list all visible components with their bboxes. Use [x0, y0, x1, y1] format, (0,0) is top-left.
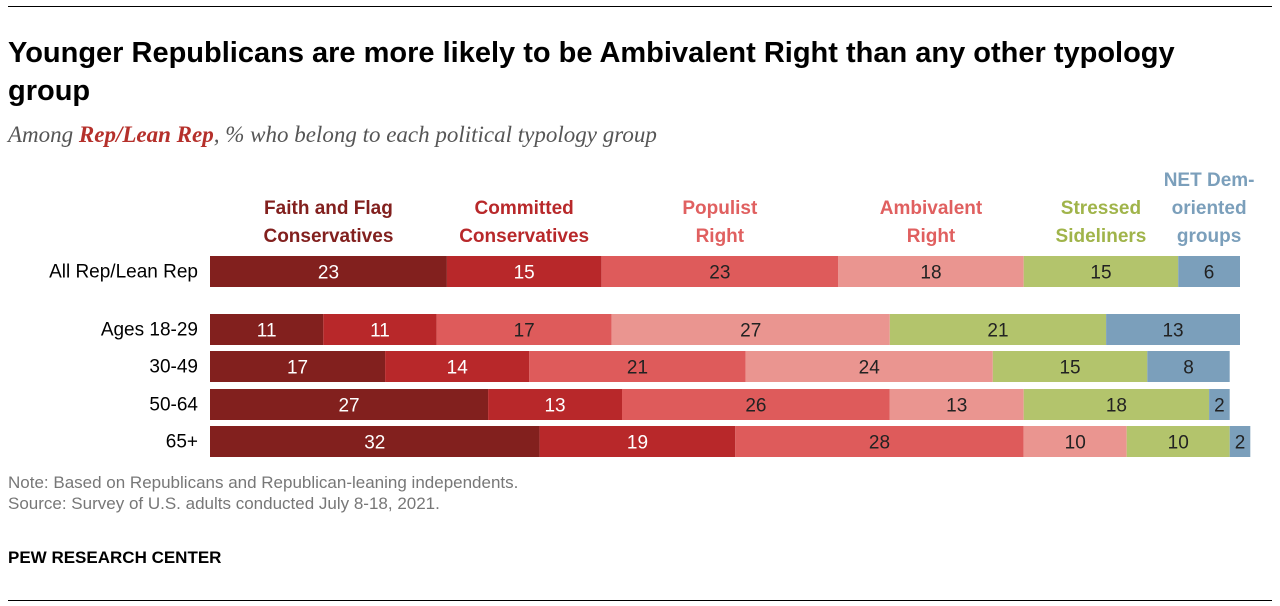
bar-value-label: 15 [1059, 358, 1080, 379]
bar-segment [210, 314, 324, 345]
bar-segment [539, 426, 736, 457]
bar-value-label: 13 [544, 396, 565, 417]
bar-segment [622, 389, 890, 420]
bar-value-label: 18 [1106, 396, 1127, 417]
bar-value-label: 17 [514, 321, 535, 342]
series-label-line: Faith and Flag [264, 198, 393, 219]
series-label: Committed Conservatives [459, 198, 589, 247]
bar-value-label: 23 [709, 263, 730, 284]
bar-segment [488, 389, 622, 420]
series-label-line: Conservatives [459, 226, 589, 247]
bar-value-label: 23 [318, 263, 339, 284]
series-label: Ambivalent Right [880, 198, 983, 247]
bar-value-label: 17 [287, 358, 308, 379]
bar-segment [735, 426, 1024, 457]
series-label-line: Committed [475, 198, 574, 219]
bar-value-label: 8 [1183, 358, 1194, 379]
bar-segment [1147, 351, 1230, 382]
bar-value-label: 13 [1162, 321, 1183, 342]
category-label: 30-49 [149, 357, 198, 378]
bar-segment [745, 351, 993, 382]
bar-segment [1126, 426, 1230, 457]
bar-segment [385, 351, 530, 382]
bar-value-label: 6 [1204, 263, 1215, 284]
bar-value-label: 32 [364, 433, 385, 454]
bar-segment [210, 351, 386, 382]
bar-value-label: 10 [1168, 433, 1189, 454]
bar-segment [889, 314, 1107, 345]
bar-segment [210, 389, 489, 420]
bar-segment [601, 256, 839, 287]
series-label-line: Right [696, 226, 745, 247]
bar-value-label: 21 [987, 321, 1008, 342]
pew-credit: PEW RESEARCH CENTER [8, 548, 222, 567]
stacked-bar-chart: All Rep/Lean Rep Ages 18-29 30-49 50-64 65+ 2… [49, 170, 1255, 457]
bar-segment [1023, 426, 1127, 457]
series-label-line: Ambivalent [880, 198, 983, 219]
series-label-line: Conservatives [263, 226, 393, 247]
bar-segment [838, 256, 1024, 287]
chart-notes: Note: Based on Republicans and Republica… [8, 472, 518, 514]
series-label-line: Populist [682, 198, 758, 219]
bar-segment [529, 351, 746, 382]
series-label: Faith and Flag Conservatives [263, 198, 393, 247]
bar-value-label: 2 [1235, 433, 1246, 454]
bar-segment [436, 314, 612, 345]
bar-segment [1209, 389, 1230, 420]
series-label-line: Stressed [1061, 198, 1141, 219]
bar-segment [210, 256, 447, 287]
bar-value-label: 24 [859, 358, 881, 379]
bar-value-label: 15 [514, 263, 535, 284]
bar-value-label: 10 [1065, 433, 1086, 454]
chart-title: Younger Republicans are more likely to b… [8, 37, 1175, 107]
bar-value-label: 27 [338, 396, 359, 417]
series-label: Stressed Sideliners [1056, 198, 1147, 247]
bar-segment [611, 314, 890, 345]
bar-value-label: 13 [946, 396, 967, 417]
bar-value-label: 26 [745, 396, 766, 417]
bar-value-label: 11 [370, 321, 390, 342]
subtitle-prefix: Among [8, 122, 79, 147]
bar-value-label: 11 [257, 321, 277, 342]
top-rule [8, 6, 1272, 7]
bar-segment [992, 351, 1148, 382]
bar-segment [1178, 256, 1240, 287]
subtitle-suffix: , % who belong to each political typolog… [213, 122, 657, 147]
bar-segment [1023, 256, 1179, 287]
bar-value-label: 15 [1090, 263, 1111, 284]
series-label: Populist Right [682, 198, 758, 247]
bar-value-label: 21 [627, 358, 648, 379]
bar-segment [446, 256, 602, 287]
series-label: NET Dem-oriented groups [1164, 170, 1255, 247]
chart-subtitle: Among Rep/Lean Rep, % who belong to each… [8, 122, 657, 148]
note-text: Note: Based on Republicans and Republica… [8, 473, 519, 492]
subtitle-highlight: Rep/Lean Rep [78, 122, 214, 147]
series-label-line: NET Dem- [1164, 170, 1255, 191]
bar-value-label: 14 [447, 358, 469, 379]
bar-value-label: 27 [740, 321, 761, 342]
bar-segment [323, 314, 437, 345]
bar-segment [210, 426, 540, 457]
bar-value-label: 18 [920, 263, 941, 284]
bar-segment [889, 389, 1024, 420]
category-label: All Rep/Lean Rep [49, 262, 198, 283]
series-label-line: Right [907, 226, 956, 247]
source-text: Source: Survey of U.S. adults conducted … [8, 494, 440, 513]
bar-value-label: 19 [627, 433, 648, 454]
category-label: 50-64 [149, 395, 198, 416]
bar-segment [1106, 314, 1240, 345]
series-label-line: Sideliners [1056, 226, 1147, 247]
series-label-line: oriented [1172, 198, 1247, 219]
bar-value-label: 2 [1214, 396, 1225, 417]
bar-segment [1229, 426, 1251, 457]
series-label-line: groups [1177, 226, 1241, 247]
bar-value-label: 28 [869, 433, 890, 454]
bar-segment [1023, 389, 1210, 420]
bottom-rule [8, 600, 1272, 601]
category-label: Ages 18-29 [101, 320, 198, 341]
category-label: 65+ [166, 432, 198, 453]
